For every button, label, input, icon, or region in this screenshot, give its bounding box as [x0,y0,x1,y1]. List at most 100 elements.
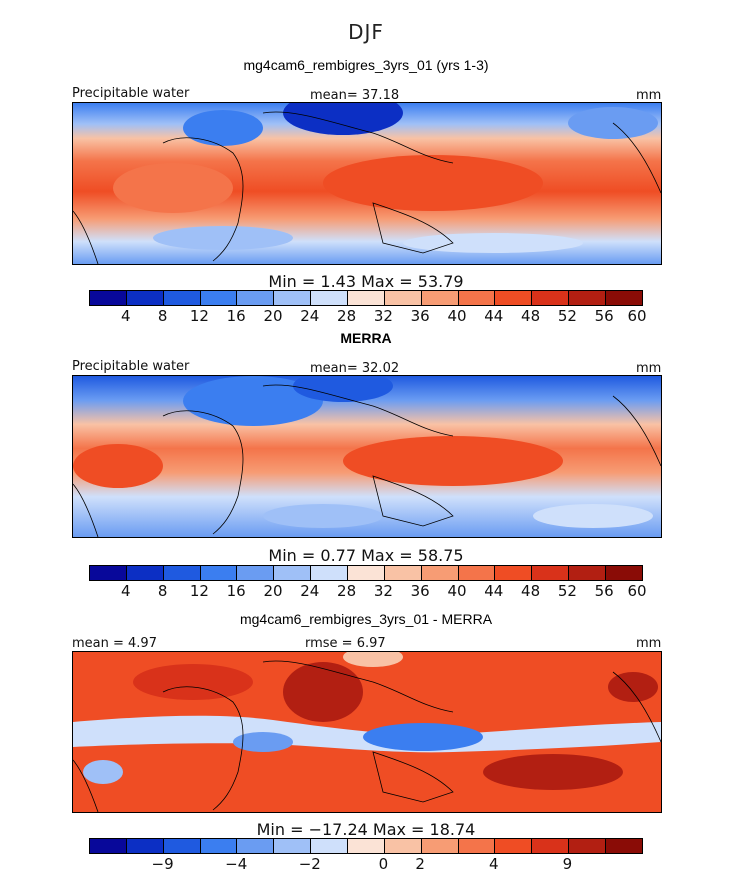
panel-1-colorbar-ticks: 4 8 12 16 20 24 28 32 36 40 44 48 52 56 60 [89,307,647,325]
panel-2-colorbar-cell [237,566,275,580]
panel-1-colorbar-tick-label: 16 [226,307,246,325]
panel-3-map-field [73,652,661,812]
panel-3-colorbar-cell [200,839,238,853]
panel-3-map [72,651,662,813]
panel-3-colorbar-cell [495,839,533,853]
panel-2-colorbar-tick-label: 8 [157,582,168,600]
panel-2-colorbar-tick-label: 48 [521,582,541,600]
panel-1-colorbar-cell [274,291,312,305]
panel-1-colorbar-tick-label: 52 [557,307,577,325]
panel-2-minmax: Min = 0.77 Max = 58.75 [268,546,464,565]
panel-1-colorbar-cell [606,291,642,305]
panel-2-colorbar-cell [384,566,422,580]
panel-3-colorbar-tick-label: 9 [562,855,573,873]
panel-2-colorbar-tick-label: 36 [410,582,430,600]
panel-3-colorbar-cell [606,839,642,853]
panel-3-colorbar-cell [532,839,570,853]
panel-3-colorbar-tick-label: −4 [225,855,248,873]
panel-1-colorbar-cell [532,291,570,305]
panel-3-colorbar-tick-label: −2 [298,855,321,873]
panel-2-colorbar-cell [421,566,459,580]
panel-3-colorbar-cell [237,839,275,853]
panel-1-colorbar-cell [126,291,164,305]
panel-2-colorbar-tick-label: 28 [337,582,357,600]
panel-2-colorbar-tick-label: 12 [189,582,209,600]
panel-2-colorbar-tick-label: 24 [300,582,320,600]
panel-2-variable-label: Precipitable water [72,359,190,374]
panel-1-colorbar-cell [569,291,607,305]
panel-2-units-label: mm [636,361,662,376]
panel-1-variable-label: Precipitable water [72,86,190,101]
panel-3-units-label: mm [636,636,662,651]
panel-1-colorbar-cell [237,291,275,305]
panel-1-colorbar-cell [90,291,127,305]
panel-1-colorbar-cell [495,291,533,305]
panel-1-colorbar-cell [348,291,385,305]
panel-1-units-label: mm [636,88,662,103]
panel-1-map-field [73,103,661,264]
panel-2-colorbar-cell [348,566,385,580]
panel-1-colorbar-tick-label: 28 [337,307,357,325]
panel-2-colorbar-tick-label: 32 [373,582,393,600]
panel-1-mean-label: mean= 37.18 [310,88,400,103]
panel-1-colorbar-tick-label: 32 [373,307,393,325]
panel-1-colorbar [89,290,643,306]
panel-2-colorbar-cell [311,566,349,580]
panel-2-colorbar-cell [126,566,164,580]
panel-1-colorbar-tick-label: 8 [157,307,168,325]
panel-2-colorbar-cell [90,566,127,580]
panel-1-colorbar-tick-label: 4 [121,307,131,325]
panel-3-mean-label: mean = 4.97 [72,636,157,651]
panel-2-mean-label: mean= 32.02 [310,361,400,376]
panel-1-colorbar-tick-label: 44 [484,307,504,325]
panel-3-colorbar-cell [384,839,422,853]
panel-1-colorbar-cell [384,291,422,305]
panel-3-colorbar-cell [421,839,459,853]
panel-1-colorbar-cell [421,291,459,305]
panel-2-coastlines [73,384,661,537]
panel-2-map-field [73,376,661,537]
panel-3-colorbar-tick-label: 4 [489,855,499,873]
panel-3-colorbar-cell [348,839,385,853]
panel-2-colorbar-cell [532,566,570,580]
figure-title: DJF [348,20,384,44]
panel-1-colorbar-tick-label: 48 [521,307,541,325]
panel-3-colorbar-tick-label: −9 [151,855,174,873]
panel-3-colorbar-cell [274,839,312,853]
panel-2-colorbar-cell [606,566,642,580]
panel-2-colorbar-tick-label: 44 [484,582,504,600]
panel-2-colorbar-tick-label: 40 [447,582,467,600]
panel-1-map [72,102,662,265]
panel-1-colorbar-tick-label: 12 [189,307,209,325]
panel-2-colorbar-tick-label: 4 [121,582,131,600]
panel-3-colorbar-tick-label: 0 [378,855,389,873]
panel-3-coastlines [73,660,661,812]
panel-2-colorbar-tick-label: 16 [226,582,246,600]
panel-2-colorbar-tick-label: 52 [557,582,577,600]
panel-2-colorbar-cell [200,566,238,580]
panel-1-colorbar-cell [200,291,238,305]
panel-3-colorbar-cell [569,839,607,853]
panel-1-colorbar-tick-label: 24 [300,307,320,325]
panel-3-subtitle: mg4cam6_rembigres_3yrs_01 - MERRA [239,611,493,627]
panel-2-colorbar-tick-label: 56 [594,582,614,600]
panel-2-colorbar-cell [569,566,607,580]
panel-2-colorbar-tick-label: 60 [627,582,647,600]
panel-1-colorbar-tick-label: 40 [447,307,467,325]
panel-3-colorbar [89,838,643,854]
panel-2-colorbar-cell [458,566,496,580]
panel-3-colorbar-tick-label: 2 [415,855,425,873]
panel-2-colorbar-tick-label: 20 [263,582,283,600]
panel-1-colorbar-cell [311,291,349,305]
panel-1-coastlines [73,111,661,264]
panel-3-colorbar-cell [311,839,349,853]
panel-1-colorbar-cell [163,291,201,305]
panel-1-colorbar-tick-label: 60 [627,307,647,325]
panel-1-colorbar-cell [458,291,496,305]
panel-2-subtitle: MERRA [340,330,392,346]
panel-1-subtitle: mg4cam6_rembigres_3yrs_01 (yrs 1-3) [243,57,489,73]
panel-2-colorbar-cell [274,566,312,580]
panel-2-colorbar-ticks: 4 8 12 16 20 24 28 32 36 40 44 48 52 56 60 [89,582,647,600]
panel-1-minmax: Min = 1.43 Max = 53.79 [268,272,464,291]
panel-2-colorbar [89,565,643,581]
